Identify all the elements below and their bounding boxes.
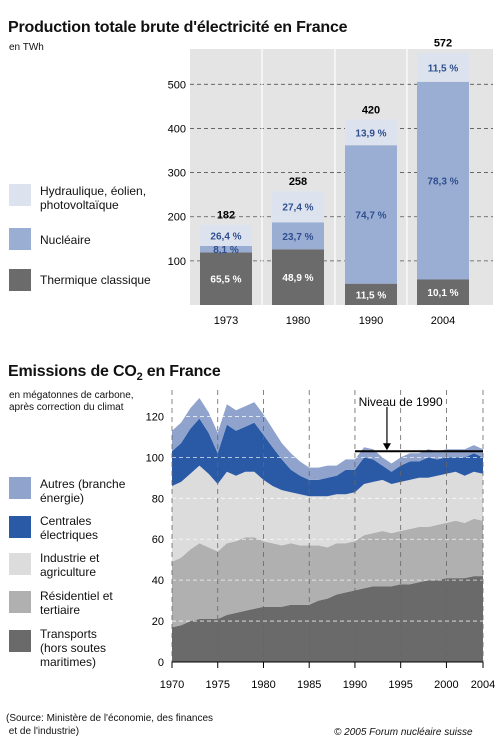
- area-industrie: [172, 465, 483, 562]
- bar-renewables: [417, 52, 469, 82]
- percent-label: 23,7 %: [282, 232, 313, 243]
- emissions-unit-line2: après correction du climat: [9, 402, 124, 413]
- bar-renewables: [345, 119, 397, 146]
- x-tick-label: 1980: [251, 679, 275, 691]
- bar-nuclear: [272, 222, 324, 250]
- area-centrales: [172, 418, 483, 497]
- emissions-title: Emissions de CO2 en France: [8, 363, 221, 383]
- percent-label: 11,5 %: [428, 63, 459, 74]
- annotation-arrow-head: [382, 443, 391, 451]
- x-tick-label: 1975: [205, 679, 229, 691]
- percent-label: 27,4 %: [282, 203, 313, 214]
- production-title: Production totale brute d'électricité en…: [8, 19, 348, 36]
- percent-label: 74,7 %: [355, 210, 386, 221]
- legend-swatch-renewables: [9, 184, 31, 206]
- x-tick-label: 2004: [471, 679, 495, 691]
- y-tick-label: 40: [152, 575, 164, 587]
- percent-label: 10,1 %: [427, 288, 458, 299]
- legend-label-nuclear: Nucléaire: [40, 233, 91, 247]
- emissions-area-chart: Niveau de 1990 0 20 40 60 80 100 120 1970 1975 19…: [146, 390, 495, 691]
- y-tick-label: 20: [152, 616, 164, 628]
- legend-label-residentiel: Résidentiel et tertiaire: [40, 589, 113, 617]
- production-unit: en TWh: [9, 42, 44, 53]
- bar-nuclear: [345, 145, 397, 284]
- bar-thermal: [272, 249, 324, 305]
- legend-swatch-residentiel: [9, 591, 31, 613]
- legend-label-centrales: Centrales électriques: [40, 514, 99, 542]
- y-tick-label: 400: [168, 123, 186, 135]
- y-tick-label: 80: [152, 493, 164, 505]
- y-tick-label: 120: [146, 411, 164, 423]
- source-line-2: et de l'industrie): [6, 726, 80, 737]
- legend-label-thermal: Thermique classique: [40, 273, 151, 287]
- bar-nuclear: [417, 81, 469, 280]
- total-label: 182: [217, 210, 235, 222]
- legend-swatch-autres: [9, 477, 31, 499]
- legend-label-renewables: Hydraulique, éolien, photovoltaïque: [40, 184, 147, 212]
- legend-swatch-thermal: [9, 269, 31, 291]
- x-tick-label: 1973: [214, 315, 238, 327]
- emissions-title-main: Emissions de CO: [8, 363, 137, 380]
- percent-label: 78,3 %: [427, 177, 458, 188]
- percent-label: 65,5 %: [210, 275, 241, 286]
- y-tick-label: 60: [152, 534, 164, 546]
- bar-thermal: [200, 252, 252, 305]
- bar-thermal: [345, 283, 397, 305]
- percent-label: 11,5 %: [356, 290, 387, 301]
- percent-label: 8,1 %: [213, 245, 239, 256]
- x-tick-label: 1990: [343, 679, 367, 691]
- bar-renewables: [200, 224, 252, 246]
- area-transports: [172, 576, 483, 662]
- total-label: 420: [362, 105, 380, 117]
- area-autres: [172, 398, 483, 480]
- x-tick-label: 1995: [388, 679, 412, 691]
- bar-renewables: [272, 191, 324, 223]
- percent-label: 48,9 %: [282, 273, 313, 284]
- legend-label-autres: Autres (branche énergie): [40, 477, 126, 505]
- x-tick-label: 1990: [359, 315, 383, 327]
- y-tick-label: 0: [158, 657, 164, 669]
- emissions-title-end: en France: [142, 363, 221, 380]
- bar-nuclear: [200, 245, 252, 253]
- emissions-title-subscript: 2: [136, 371, 143, 384]
- y-tick-label: 100: [168, 256, 186, 268]
- y-tick-label: 100: [146, 452, 164, 464]
- percent-label: 13,9 %: [355, 128, 386, 139]
- y-tick-label: 500: [168, 79, 186, 91]
- reference-annotation-label: Niveau de 1990: [359, 395, 443, 409]
- x-tick-label: 2004: [431, 315, 455, 327]
- source-line-1: (Source: Ministère de l'économie, des fi…: [6, 713, 214, 724]
- legend-swatch-nuclear: [9, 228, 31, 250]
- legend-label-transports: Transports (hors soutes maritimes): [40, 627, 107, 669]
- percent-label: 26,4 %: [210, 231, 241, 242]
- emissions-unit-line1: en mégatonnes de carbone,: [9, 390, 134, 401]
- x-tick-label: 2000: [434, 679, 458, 691]
- total-label: 258: [289, 176, 307, 188]
- area-residentiel: [172, 518, 483, 628]
- y-tick-label: 300: [168, 168, 186, 180]
- copyright: © 2005 Forum nucléaire suisse: [334, 727, 473, 738]
- x-tick-label: 1985: [297, 679, 321, 691]
- bar-thermal: [417, 279, 469, 305]
- y-tick-label: 200: [168, 212, 186, 224]
- legend-swatch-transports: [9, 630, 31, 652]
- legend-swatch-industrie: [9, 553, 31, 575]
- x-tick-label: 1970: [160, 679, 184, 691]
- total-label: 572: [434, 38, 452, 50]
- production-bar-chart: 100 200 300 400 500 65,5 % 8,1 % 26,4 % 182 1973 4…: [168, 38, 493, 327]
- legend-swatch-centrales: [9, 516, 31, 538]
- x-tick-label: 1980: [286, 315, 310, 327]
- legend-label-industrie: Industrie et agriculture: [40, 551, 100, 579]
